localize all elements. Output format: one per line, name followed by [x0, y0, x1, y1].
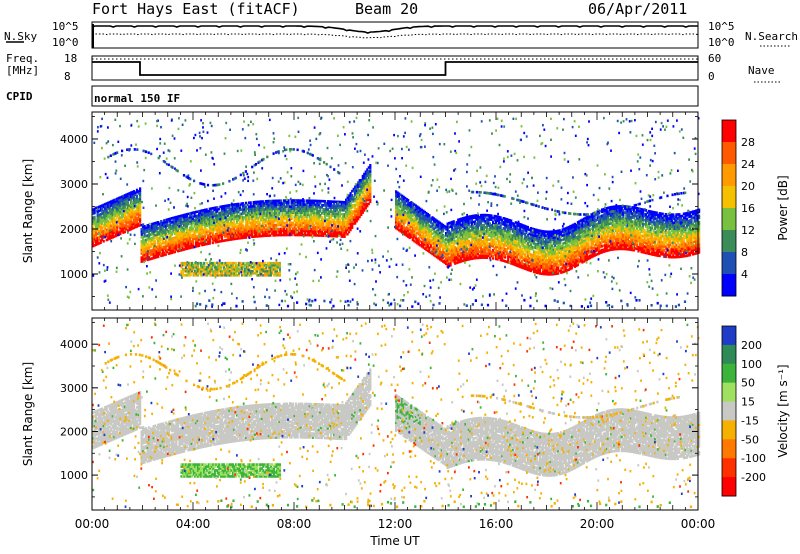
- power-panel-colorbar-label: Power [dB]: [776, 175, 790, 240]
- velocity-panel-colorbar-tick-4: -15: [741, 414, 759, 427]
- velocity-panel-colorbar-swatch-7: [722, 458, 736, 478]
- velocity-panel-ytick-label-1000: 1000: [60, 469, 88, 482]
- power-panel-colorbar-frame: [721, 119, 737, 297]
- velocity-panel-colorbar-tick-3: 15: [741, 396, 755, 409]
- power-panel-colorbar-tick-6: 4: [741, 268, 748, 281]
- velocity-panel-scatter-layer: [92, 322, 701, 509]
- velocity-panel-colorbar-swatch-2: [722, 363, 736, 384]
- power-panel-colorbar-tick-2: 20: [741, 180, 755, 193]
- velocity-panel-colorbar-tick-0: 200: [741, 339, 762, 352]
- x-axis-label: Time UT: [369, 534, 420, 548]
- velocity-panel-colorbar-swatch-1: [722, 344, 736, 365]
- power-panel-ytick-label-4000: 4000: [60, 133, 88, 146]
- power-panel-ytick-label-2000: 2000: [60, 223, 88, 236]
- date-title: 06/Apr/2011: [588, 0, 688, 18]
- x-tick-label-3: 12:00: [378, 517, 413, 531]
- cpid-panel-frame: [91, 85, 699, 107]
- power-panel-colorbar-swatch-7: [722, 274, 736, 297]
- freq-label: Freq.: [6, 52, 40, 65]
- beam-title: Beam 20: [355, 0, 419, 18]
- power-panel-scatter-layer: [92, 116, 701, 309]
- nsky-label: N.Sky: [4, 30, 38, 43]
- x-tick-label-2: 08:00: [277, 517, 312, 531]
- freq-tick-top: 18: [64, 52, 78, 65]
- nave-label: Nave: [748, 64, 775, 77]
- power-panel-colorbar-tick-3: 16: [741, 202, 755, 215]
- velocity-panel-colorbar-tick-5: -50: [741, 433, 759, 446]
- velocity-panel-ytick-label-4000: 4000: [60, 338, 88, 351]
- velocity-panel-ytick-label-3000: 3000: [60, 382, 88, 395]
- x-tick-label-4: 16:00: [479, 517, 514, 531]
- power-panel-ylabel: Slant Range [km]: [21, 159, 35, 263]
- velocity-panel-colorbar-swatch-3: [722, 382, 736, 403]
- velocity-panel-colorbar-tick-1: 100: [741, 358, 762, 371]
- power-panel-colorbar-tick-1: 24: [741, 158, 755, 171]
- freq-unit-label: [MHz]: [6, 64, 40, 77]
- power-panel-ytick-label-1000: 1000: [60, 268, 88, 281]
- nsearch-tick-top: 10^5: [708, 20, 735, 33]
- station-title: Fort Hays East (fitACF): [92, 0, 300, 18]
- power-panel-ytick-label-3000: 3000: [60, 178, 88, 191]
- velocity-panel-colorbar-tick-7: -200: [741, 471, 766, 484]
- nsky-series-line: [91, 25, 698, 34]
- cpid-value: normal 150 IF: [94, 92, 181, 105]
- velocity-panel-colorbar-tick-6: -100: [741, 452, 766, 465]
- x-tick-label-5: 20:00: [580, 517, 615, 531]
- power-panel-colorbar-swatch-3: [722, 186, 736, 209]
- velocity-panel-colorbar-swatch-0: [722, 326, 736, 346]
- velocity-panel-colorbar-swatch-4: [722, 401, 736, 421]
- cpid-label: CPID: [6, 90, 33, 103]
- power-panel-colorbar-swatch-2: [722, 164, 736, 187]
- power-panel-colorbar-swatch-1: [722, 142, 736, 165]
- velocity-panel-colorbar-label: Velocity [m s⁻¹]: [776, 364, 790, 457]
- power-panel-colorbar-swatch-5: [722, 230, 736, 253]
- power-panel-colorbar-swatch-0: [722, 120, 736, 143]
- velocity-panel-colorbar-tick-2: 50: [741, 377, 755, 390]
- freq-panel-frame: [91, 55, 699, 81]
- velocity-panel-colorbar-swatch-6: [722, 439, 736, 459]
- freq-tick-bottom: 8: [64, 70, 71, 83]
- power-panel-colorbar-tick-5: 8: [741, 246, 748, 259]
- nsearch-label: N.Search: [745, 30, 798, 43]
- x-tick-label-6: 00:00: [681, 517, 716, 531]
- velocity-panel-ylabel: Slant Range [km]: [21, 362, 35, 466]
- x-tick-label-0: 00:00: [75, 517, 110, 531]
- power-panel-colorbar-swatch-4: [722, 208, 736, 231]
- velocity-panel-colorbar-swatch-5: [722, 420, 736, 440]
- nsky-tick-bottom: 10^0: [52, 36, 79, 49]
- freq-series-line: [92, 61, 698, 76]
- nsky-tick-top: 10^5: [52, 20, 79, 33]
- power-panel-colorbar-swatch-6: [722, 252, 736, 275]
- velocity-panel-colorbar-frame: [721, 325, 737, 497]
- power-panel-colorbar-tick-4: 12: [741, 224, 755, 237]
- velocity-panel-ytick-label-2000: 2000: [60, 425, 88, 438]
- nsearch-series-line: [91, 33, 699, 39]
- nave-tick-top: 60: [708, 52, 722, 65]
- nsearch-tick-bottom: 10^0: [708, 36, 735, 49]
- x-tick-label-1: 04:00: [176, 517, 211, 531]
- nave-tick-bottom: 0: [708, 70, 715, 83]
- power-panel-colorbar-tick-0: 28: [741, 136, 755, 149]
- velocity-panel-colorbar-swatch-8: [722, 477, 736, 497]
